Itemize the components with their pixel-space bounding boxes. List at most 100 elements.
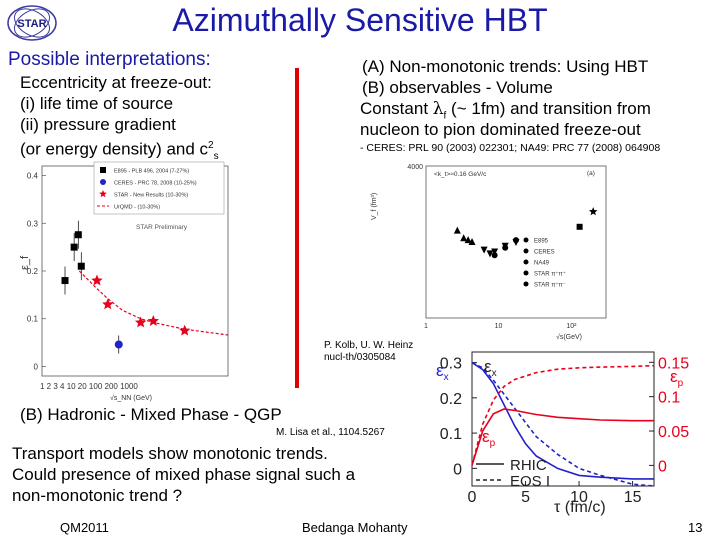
hadronic-line: (B) Hadronic - Mixed Phase - QGP	[20, 405, 282, 424]
star-logo: STAR	[4, 2, 60, 44]
left-item-3: (ii) pressure gradient	[20, 115, 176, 134]
star-pm-volume-point	[576, 223, 583, 230]
vol-legend-label: CERES	[534, 250, 555, 256]
vol-ytick-label: 4000	[407, 164, 423, 171]
eccentricity-chart: 0 0.1 0.2 0.3 0.4 E895 - PLB 496, 2004 (7-27…	[19, 161, 229, 402]
reference-lisa: M. Lisa et al., 1104.5267	[276, 427, 385, 438]
ecc-ytick-label: 0.1	[27, 315, 39, 324]
right-text-c: Constant λf (~ 1fm) and transition from	[360, 98, 651, 126]
eos-ep-line	[471, 364, 655, 466]
ecc-xlabel: √s_NN (GeV)	[110, 394, 152, 402]
right-text-b: (B) observables - Volume	[362, 78, 553, 97]
eos-ex-line	[471, 361, 655, 487]
lambda-sub: f	[443, 110, 447, 122]
legend-eos-label: EOS I	[510, 473, 550, 490]
evo-ytick-right-label: 0.05	[658, 424, 689, 441]
right-text-c-post: (~ 1fm) and transition from	[446, 99, 651, 118]
evo-label-ep-right: εp	[670, 367, 684, 389]
evo-ytick-right-label: 0.1	[658, 390, 680, 407]
left-item-4: (or energy density) and c2s	[20, 135, 219, 167]
footer-conference: QM2011	[60, 520, 109, 535]
left-item-1: Eccentricity at freeze-out:	[20, 73, 212, 92]
vol-legend-marker	[523, 237, 529, 243]
star-point	[147, 315, 159, 326]
transport-line-1: Transport models show monotonic trends.	[12, 444, 328, 463]
vol-legend-label: NA49	[534, 261, 550, 267]
e895-point	[74, 231, 82, 239]
evo-xtick-label: 5	[521, 489, 530, 506]
urqmd-line	[78, 270, 229, 336]
na49-volume-point	[491, 248, 499, 256]
left-heading: Possible interpretations:	[8, 49, 211, 70]
vol-xlabel: √s(GeV)	[556, 333, 582, 341]
ecc-legend-label: E895 - PLB 496, 2004 (7-27%)	[114, 169, 189, 175]
right-text-a: (A) Non-monotonic trends: Using HBT	[362, 57, 649, 76]
legend-e895-marker	[100, 167, 106, 173]
left-item-4-text: (or energy density) and c	[20, 139, 209, 159]
rhic-ex-line	[471, 361, 654, 480]
evo-label-ep-low: εp	[482, 427, 496, 449]
evo-ytick-left-label: 0.3	[440, 356, 462, 373]
slide-title: Azimuthally Sensitive HBT	[172, 2, 548, 38]
e895-volume-point	[460, 234, 468, 242]
evo-label-ex-top: εx	[484, 357, 497, 379]
reference-kolb-authors: P. Kolb, U. W. Heinz	[324, 340, 414, 351]
ecc-ytick-label: 0.2	[27, 267, 39, 276]
na49-volume-point	[501, 242, 509, 250]
evo-ytick-left-label: 0	[453, 461, 462, 478]
left-item-2: (i) life time of source	[20, 94, 174, 113]
star-point	[91, 274, 103, 286]
vol-legend-marker	[523, 281, 529, 287]
e895-point	[70, 243, 78, 251]
vol-legend-marker	[523, 248, 529, 254]
right-text-c-pre: Constant	[360, 99, 433, 118]
e895-volume-point	[464, 236, 472, 244]
ecc-ylabel: ε_f	[19, 255, 31, 270]
ecc-ytick-label: 0	[34, 362, 39, 371]
divider-line	[295, 68, 299, 388]
legend-rhic-label: RHIC	[510, 457, 547, 474]
evo-xtick-label: 10	[570, 489, 588, 506]
volume-chart: 4000 1 10 10² <k_t>≈0.16 GeV/c (a) E895 CERE…	[371, 164, 607, 341]
legend-star-marker	[99, 190, 107, 198]
vol-legend-label: STAR π⁺π⁻	[534, 282, 566, 289]
evo-xtick-label: 15	[624, 489, 642, 506]
na49-volume-point	[480, 246, 488, 254]
lambda-symbol: λ	[432, 99, 444, 119]
vol-panel-label: (a)	[587, 170, 595, 177]
vol-xtick-label: 1	[424, 323, 428, 330]
ceres-point	[114, 340, 123, 349]
evo-ytick-left-label: 0.1	[440, 426, 462, 443]
evo-ytick-right-label: 0.15	[658, 355, 689, 372]
vol-xtick-label: 10²	[566, 323, 577, 330]
evo-ytick-left-label: 0.2	[440, 391, 462, 408]
star-point	[179, 324, 191, 336]
rhic-ep-line	[471, 408, 654, 466]
vol-frame	[425, 165, 607, 319]
page-number: 13	[688, 520, 703, 535]
vol-xtick-label: 10	[495, 323, 503, 330]
star-preliminary-label: STAR Preliminary	[136, 224, 188, 231]
vol-ylabel: V_f (fm³)	[371, 193, 378, 220]
evo-xlabel: τ (fm/c)	[554, 499, 606, 516]
ecc-ytick-label: 0.4	[27, 172, 39, 181]
vol-legend-marker	[523, 259, 529, 265]
ecc-xtick-labels: 1 2 3 4 10 20 100 200 1000	[40, 382, 138, 391]
evo-frame	[471, 351, 655, 487]
transport-line-3: non-monotonic trend ?	[12, 486, 183, 505]
evo-ytick-right-label: 0	[658, 458, 667, 475]
vol-legend-label: E895	[534, 239, 549, 245]
reference-ceres-na49: - CERES: PRL 90 (2003) 022301; NA49: PRC…	[360, 142, 661, 154]
ecc-legend-box	[93, 161, 225, 215]
transport-line-2: Could presence of mixed phase signal suc…	[12, 465, 356, 484]
star-point	[134, 316, 147, 328]
vol-legend-marker	[523, 270, 529, 276]
right-text-d: nucleon to pion dominated freeze-out	[360, 120, 641, 139]
star-point	[102, 298, 114, 310]
cs-sub: s	[213, 151, 219, 163]
e895-point	[61, 277, 69, 285]
legend-ceres-marker	[100, 179, 106, 185]
na49-volume-point	[512, 239, 520, 246]
ecc-legend-label: CERES - PRC 78, 2008 (10-25%)	[114, 181, 197, 187]
e895-volume-point	[468, 238, 476, 245]
